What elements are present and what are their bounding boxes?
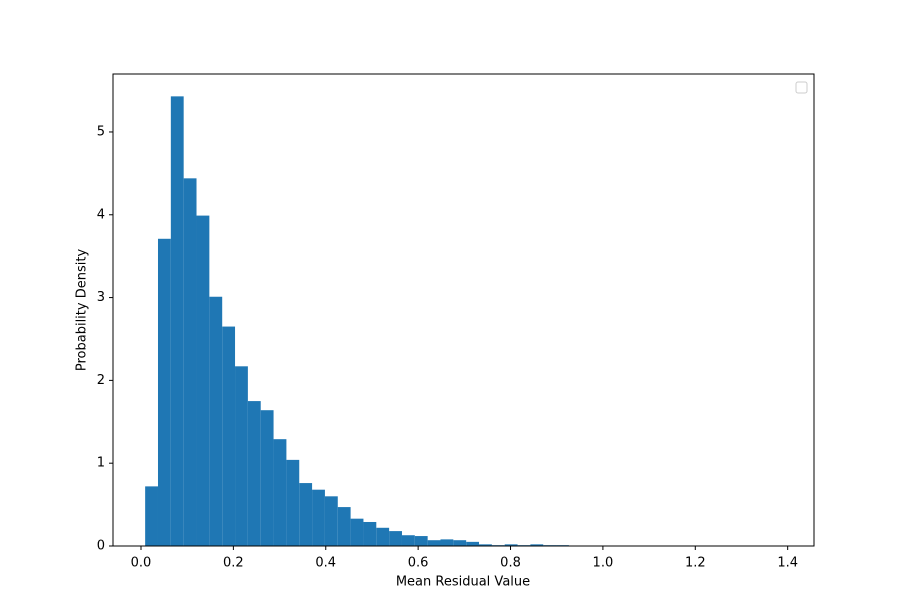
bar — [440, 539, 454, 546]
bar — [196, 215, 210, 546]
bar — [427, 540, 441, 546]
bar — [235, 366, 248, 546]
bar — [145, 486, 158, 546]
bar — [183, 178, 197, 546]
bar — [466, 541, 480, 546]
bar — [414, 536, 428, 546]
x-tick-label: 0.2 — [223, 556, 244, 571]
bar — [337, 507, 351, 546]
y-tick-label: 4 — [97, 207, 105, 222]
bar — [530, 544, 544, 546]
y-tick-label: 5 — [97, 124, 105, 139]
bar — [157, 238, 171, 547]
bar — [247, 401, 261, 546]
bar — [504, 544, 518, 546]
bar — [209, 296, 223, 546]
bar — [222, 326, 236, 546]
bar — [170, 96, 184, 546]
bar — [389, 531, 402, 546]
x-tick-label: 0.6 — [408, 556, 429, 571]
legend-box — [795, 81, 808, 94]
bar — [299, 483, 313, 546]
y-tick-label: 1 — [97, 456, 105, 471]
x-tick-label: 0.0 — [131, 556, 152, 571]
x-tick-label: 1.0 — [593, 556, 614, 571]
x-tick-label: 1.4 — [777, 556, 798, 571]
x-tick-label: 0.8 — [500, 556, 521, 571]
x-tick-label: 1.2 — [685, 556, 706, 571]
bar — [273, 439, 287, 546]
y-tick-label: 0 — [97, 539, 105, 554]
bar — [260, 410, 274, 546]
bar — [312, 489, 325, 546]
y-tick-label: 3 — [97, 290, 105, 305]
bar — [479, 544, 492, 546]
bar — [350, 518, 364, 546]
bar — [453, 540, 467, 546]
x-tick-label: 0.4 — [315, 556, 336, 571]
y-tick-label: 2 — [97, 373, 105, 388]
y-axis-label: Probability Density — [75, 249, 90, 372]
bar — [363, 521, 377, 546]
bar — [401, 535, 415, 546]
plot-frame — [112, 73, 815, 547]
bar — [324, 496, 338, 546]
bar — [376, 527, 390, 546]
x-axis-label: Mean Residual Value — [396, 575, 530, 590]
bar — [286, 459, 300, 546]
